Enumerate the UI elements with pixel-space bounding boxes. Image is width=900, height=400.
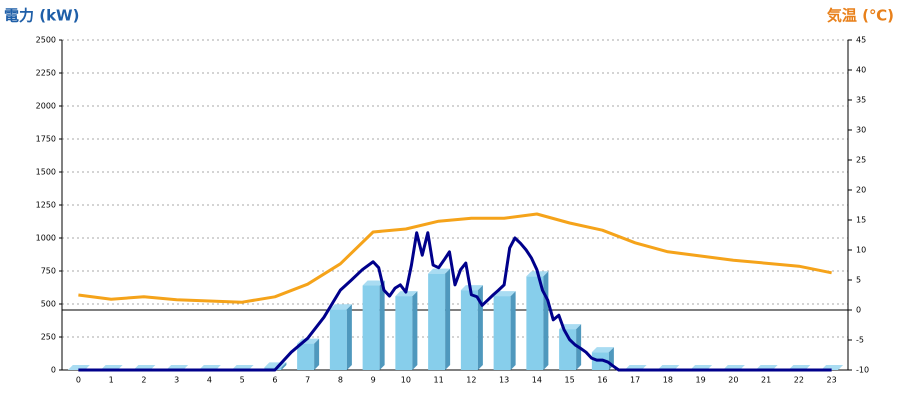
bar-side xyxy=(543,271,549,370)
bar-side xyxy=(346,304,352,370)
x-tick-label: 0 xyxy=(76,376,81,385)
y-tick-label: 250 xyxy=(41,333,56,342)
y-tick-label: 0 xyxy=(51,366,56,375)
x-tick-label: 12 xyxy=(466,376,476,385)
bar xyxy=(297,343,315,370)
x-tick-label: 15 xyxy=(565,376,575,385)
bar-top xyxy=(493,291,516,297)
y2-tick-label: 45 xyxy=(856,36,866,45)
x-tick-label: 13 xyxy=(499,376,509,385)
x-tick-label: 14 xyxy=(532,376,542,385)
x-tick-label: 19 xyxy=(696,376,706,385)
power-line xyxy=(78,231,832,372)
x-tick-label: 16 xyxy=(597,376,607,385)
y-tick-label: 1500 xyxy=(36,168,56,177)
bar xyxy=(362,285,380,370)
x-tick-label: 3 xyxy=(174,376,179,385)
x-tick-label: 21 xyxy=(761,376,771,385)
y2-tick-label: 30 xyxy=(856,126,866,135)
y-tick-label: 2500 xyxy=(36,36,56,45)
bar-top xyxy=(329,304,352,310)
x-tick-label: 9 xyxy=(371,376,376,385)
x-tick-label: 7 xyxy=(305,376,310,385)
x-tick-label: 2 xyxy=(141,376,146,385)
bar-top xyxy=(395,291,418,297)
y2-tick-label: 5 xyxy=(856,276,861,285)
x-tick-label: 10 xyxy=(401,376,411,385)
y-tick-label: 2000 xyxy=(36,102,56,111)
bar xyxy=(493,296,511,370)
x-tick-label: 20 xyxy=(728,376,738,385)
bar-side xyxy=(445,268,451,370)
y-tick-label: 1750 xyxy=(36,135,56,144)
x-tick-label: 1 xyxy=(109,376,114,385)
x-tick-label: 8 xyxy=(338,376,343,385)
bar-top xyxy=(428,268,451,274)
y2-tick-label: 10 xyxy=(856,246,866,255)
y-tick-label: 2250 xyxy=(36,69,56,78)
x-tick-label: 22 xyxy=(794,376,804,385)
bar-top xyxy=(591,347,614,353)
x-tick-label: 23 xyxy=(827,376,837,385)
bar-side xyxy=(314,338,320,370)
bar-top xyxy=(460,285,483,291)
bar-top xyxy=(362,280,385,286)
y-tick-label: 500 xyxy=(41,300,56,309)
y2-tick-label: 0 xyxy=(856,306,861,315)
y-tick-label: 1250 xyxy=(36,201,56,210)
y2-tick-label: -10 xyxy=(856,366,869,375)
bar xyxy=(526,276,544,370)
y2-tick-label: 20 xyxy=(856,186,866,195)
y-axis-title: 電力 (kW) xyxy=(4,7,79,25)
bar xyxy=(460,290,478,370)
y2-axis-title: 気温 (℃) xyxy=(827,7,894,25)
x-tick-label: 17 xyxy=(630,376,640,385)
bar xyxy=(329,309,347,370)
y2-tick-label: 25 xyxy=(856,156,866,165)
bar-side xyxy=(281,362,287,370)
x-tick-label: 11 xyxy=(434,376,444,385)
y2-tick-label: 40 xyxy=(856,66,866,75)
y-tick-label: 1000 xyxy=(36,234,56,243)
bar xyxy=(559,329,577,370)
bar-side xyxy=(510,291,516,370)
y2-tick-label: 35 xyxy=(856,96,866,105)
y-tick-label: 750 xyxy=(41,267,56,276)
y2-tick-label: 15 xyxy=(856,216,866,225)
x-tick-label: 5 xyxy=(240,376,245,385)
bar xyxy=(395,296,413,370)
bar xyxy=(428,273,446,370)
bar-side xyxy=(379,280,385,370)
x-tick-label: 18 xyxy=(663,376,673,385)
temperature-line xyxy=(78,212,832,304)
bar-side xyxy=(412,291,418,370)
x-tick-label: 6 xyxy=(272,376,277,385)
y2-tick-label: -5 xyxy=(856,336,864,345)
x-tick-label: 4 xyxy=(207,376,212,385)
